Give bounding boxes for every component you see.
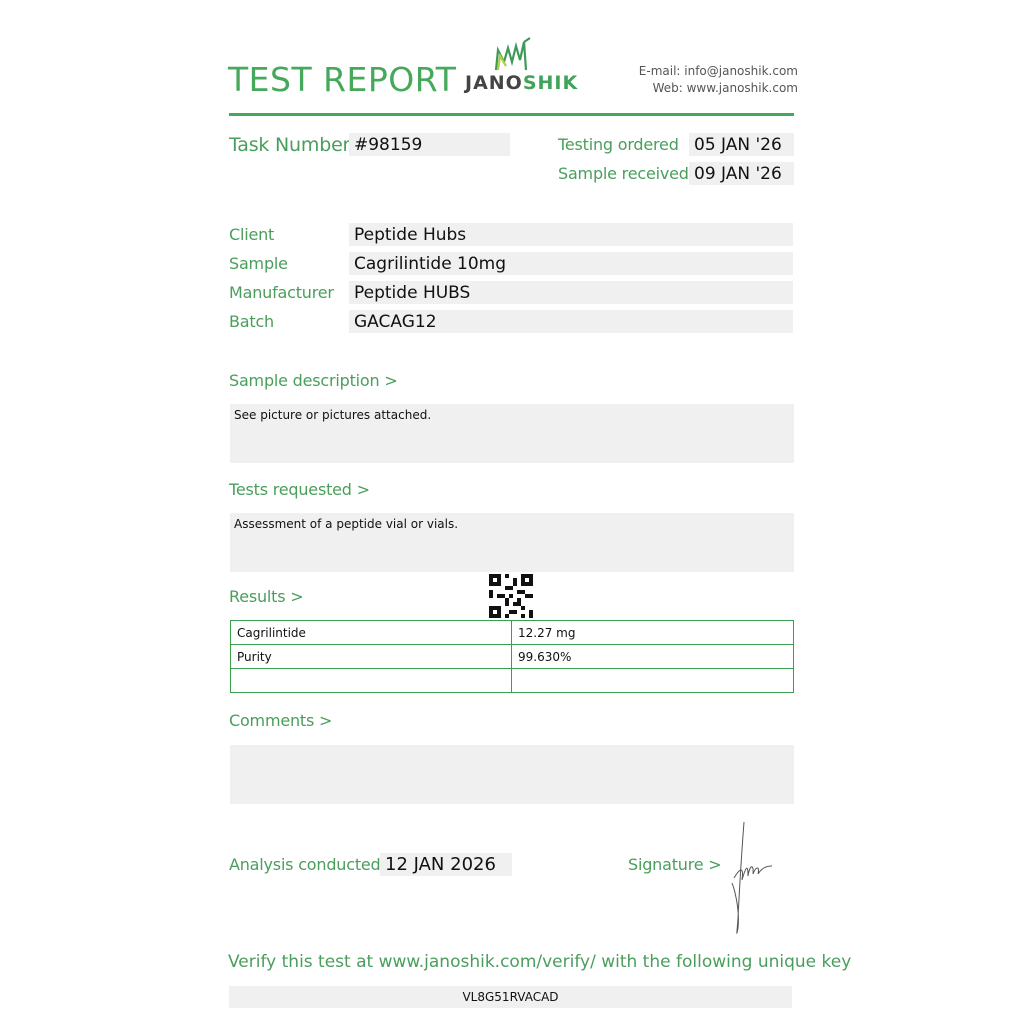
result-name bbox=[230, 668, 512, 693]
analysis-conducted-label: Analysis conducted > bbox=[229, 855, 399, 874]
header-divider bbox=[229, 113, 794, 116]
contact-email[interactable]: E-mail: info@janoshik.com bbox=[638, 64, 798, 78]
result-name: Cagrilintide bbox=[230, 620, 512, 645]
batch-label: Batch bbox=[229, 312, 274, 331]
result-value bbox=[511, 668, 794, 693]
janoshik-logo: JANOSHIK bbox=[462, 36, 577, 96]
batch-field: GACAG12 bbox=[349, 310, 793, 333]
tests-requested-label: Tests requested > bbox=[229, 480, 370, 499]
results-label: Results > bbox=[229, 587, 304, 606]
sample-field: Cagrilintide 10mg bbox=[349, 252, 793, 275]
testing-ordered-field: 05 JAN '26 bbox=[689, 133, 794, 156]
result-value: 99.630% bbox=[511, 644, 794, 669]
logo-text-accent: SHIK bbox=[522, 72, 579, 94]
sample-description-label: Sample description > bbox=[229, 371, 398, 390]
table-row: Purity 99.630% bbox=[230, 644, 794, 669]
client-label: Client bbox=[229, 225, 275, 244]
logo-text: JANO bbox=[465, 72, 523, 94]
comments-label: Comments > bbox=[229, 711, 333, 730]
qr-code-icon[interactable] bbox=[489, 574, 533, 618]
task-number-field: #98159 bbox=[349, 133, 510, 156]
page-title: TEST REPORT bbox=[228, 60, 457, 99]
sample-description-field: See picture or pictures attached. bbox=[230, 404, 794, 463]
signature-image bbox=[731, 821, 773, 934]
results-table: Cagrilintide 12.27 mg Purity 99.630% bbox=[230, 620, 794, 693]
sample-label: Sample bbox=[229, 254, 288, 273]
testing-ordered-label: Testing ordered > bbox=[558, 135, 702, 154]
manufacturer-label: Manufacturer bbox=[229, 283, 334, 302]
contact-web[interactable]: Web: www.janoshik.com bbox=[652, 81, 798, 95]
comments-field bbox=[230, 745, 794, 804]
logo-chart-icon bbox=[494, 37, 531, 71]
result-name: Purity bbox=[230, 644, 512, 669]
sample-received-field: 09 JAN '26 bbox=[689, 162, 794, 185]
manufacturer-field: Peptide HUBS bbox=[349, 281, 793, 304]
analysis-date-field: 12 JAN 2026 bbox=[380, 853, 512, 876]
verification-key-field: VL8G51RVACAD bbox=[229, 986, 792, 1008]
sample-received-label: Sample received > bbox=[558, 164, 707, 183]
table-row: Cagrilintide 12.27 mg bbox=[230, 620, 794, 645]
tests-requested-field: Assessment of a peptide vial or vials. bbox=[230, 513, 794, 572]
table-row bbox=[230, 668, 794, 693]
task-number-label: Task Number bbox=[229, 134, 351, 156]
client-field: Peptide Hubs bbox=[349, 223, 793, 246]
signature-label: Signature > bbox=[628, 855, 722, 874]
verify-text: Verify this test at www.janoshik.com/ver… bbox=[228, 952, 852, 972]
result-value: 12.27 mg bbox=[511, 620, 794, 645]
